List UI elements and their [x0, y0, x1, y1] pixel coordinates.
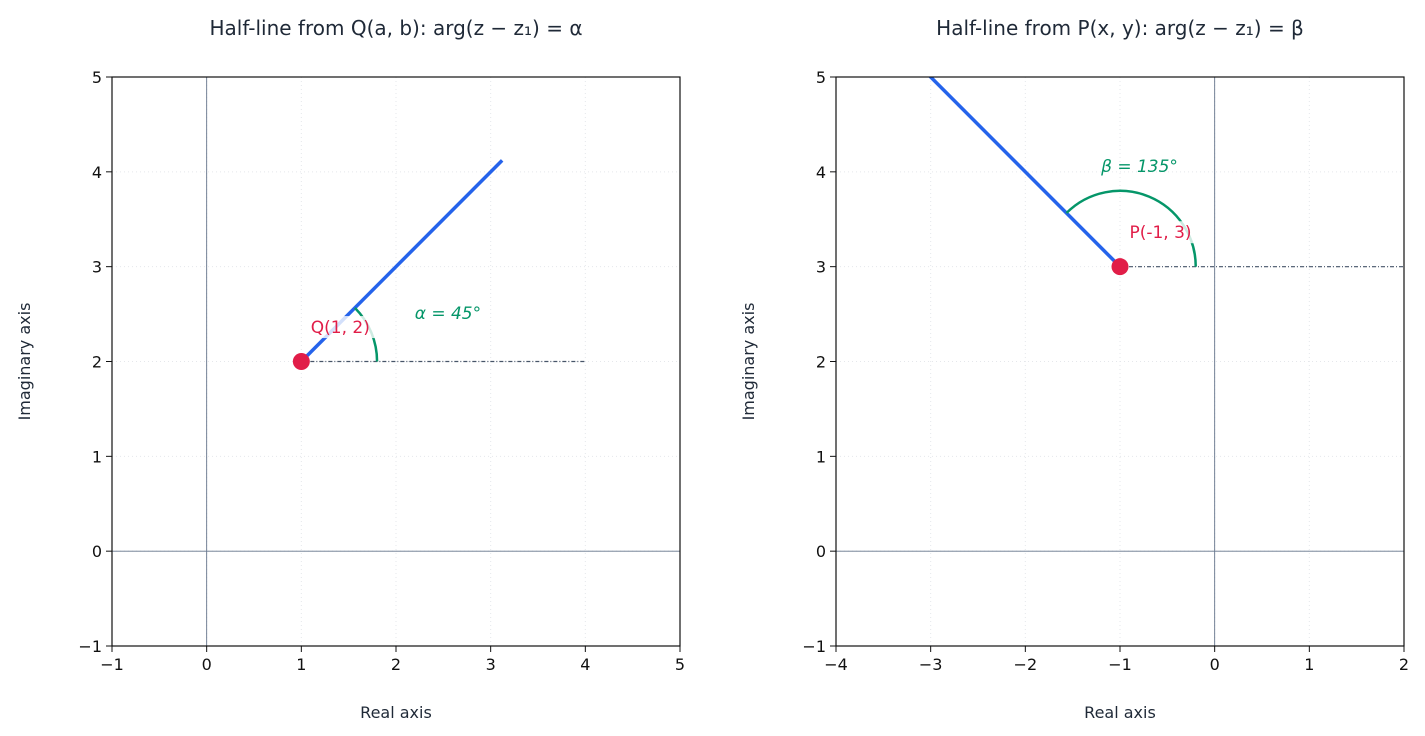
- subplot-1: α = 45° Q(1, 2) −1 0 1 2 3 4 5 −1 0 1 2 3 4 5 Real axis I…: [15, 16, 685, 722]
- x-axis-label: Real axis: [360, 703, 432, 722]
- y-tick-label: 4: [92, 163, 102, 182]
- x-tick-label: 1: [1304, 655, 1314, 674]
- y-tick-label: 1: [816, 447, 826, 466]
- plot-area: α = 45° Q(1, 2): [112, 77, 680, 646]
- x-tick-label: 0: [202, 655, 212, 674]
- point-label-bg: [308, 316, 387, 339]
- subplot-2: β = 135° P(-1, 3) −4 −3 −2 −1 0 1 2 −1 0 1 2 3 4 5 Real …: [739, 16, 1409, 722]
- x-tick-label: 1: [296, 655, 306, 674]
- x-tick-label: 2: [1399, 655, 1409, 674]
- x-tick-label: 2: [391, 655, 401, 674]
- x-tick-label: −4: [824, 655, 848, 674]
- y-axis-label: Imaginary axis: [15, 303, 34, 421]
- x-tick-label: −2: [1014, 655, 1038, 674]
- y-tick-label: 5: [816, 68, 826, 87]
- x-tick-label: 5: [675, 655, 685, 674]
- point-marker: [1111, 258, 1129, 276]
- y-tick-label: −1: [78, 637, 102, 656]
- y-tick-label: 3: [92, 258, 102, 277]
- x-tick-label: −1: [1108, 655, 1132, 674]
- x-tick-label: 0: [1210, 655, 1220, 674]
- y-tick-label: 2: [816, 353, 826, 372]
- point-label-bg: [1127, 221, 1206, 244]
- angle-label: β = 135°: [1100, 157, 1178, 177]
- y-tick-label: 2: [92, 353, 102, 372]
- y-axis-label: Imaginary axis: [739, 303, 758, 421]
- y-tick-label: 0: [816, 542, 826, 561]
- x-tick-label: −3: [919, 655, 943, 674]
- y-tick-label: 1: [92, 447, 102, 466]
- point-label: Q(1, 2): [311, 318, 370, 338]
- point-label: P(-1, 3): [1129, 223, 1191, 243]
- angle-label: α = 45°: [415, 304, 481, 324]
- chart-title: Half-line from P(x, y): arg(z − z₁) = β: [936, 16, 1304, 40]
- point-marker: [292, 353, 310, 370]
- y-tick-label: −1: [802, 637, 826, 656]
- plot-area: β = 135° P(-1, 3): [836, 77, 1404, 646]
- x-tick-label: 3: [486, 655, 496, 674]
- x-tick-label: 4: [580, 655, 590, 674]
- y-tick-label: 3: [816, 258, 826, 277]
- y-tick-label: 4: [816, 163, 826, 182]
- y-tick-label: 0: [92, 542, 102, 561]
- y-tick-label: 5: [92, 68, 102, 87]
- half-line: [928, 77, 1122, 268]
- x-tick-label: −1: [100, 655, 124, 674]
- chart-title: Half-line from Q(a, b): arg(z − z₁) = α: [209, 16, 582, 40]
- x-axis-label: Real axis: [1084, 703, 1156, 722]
